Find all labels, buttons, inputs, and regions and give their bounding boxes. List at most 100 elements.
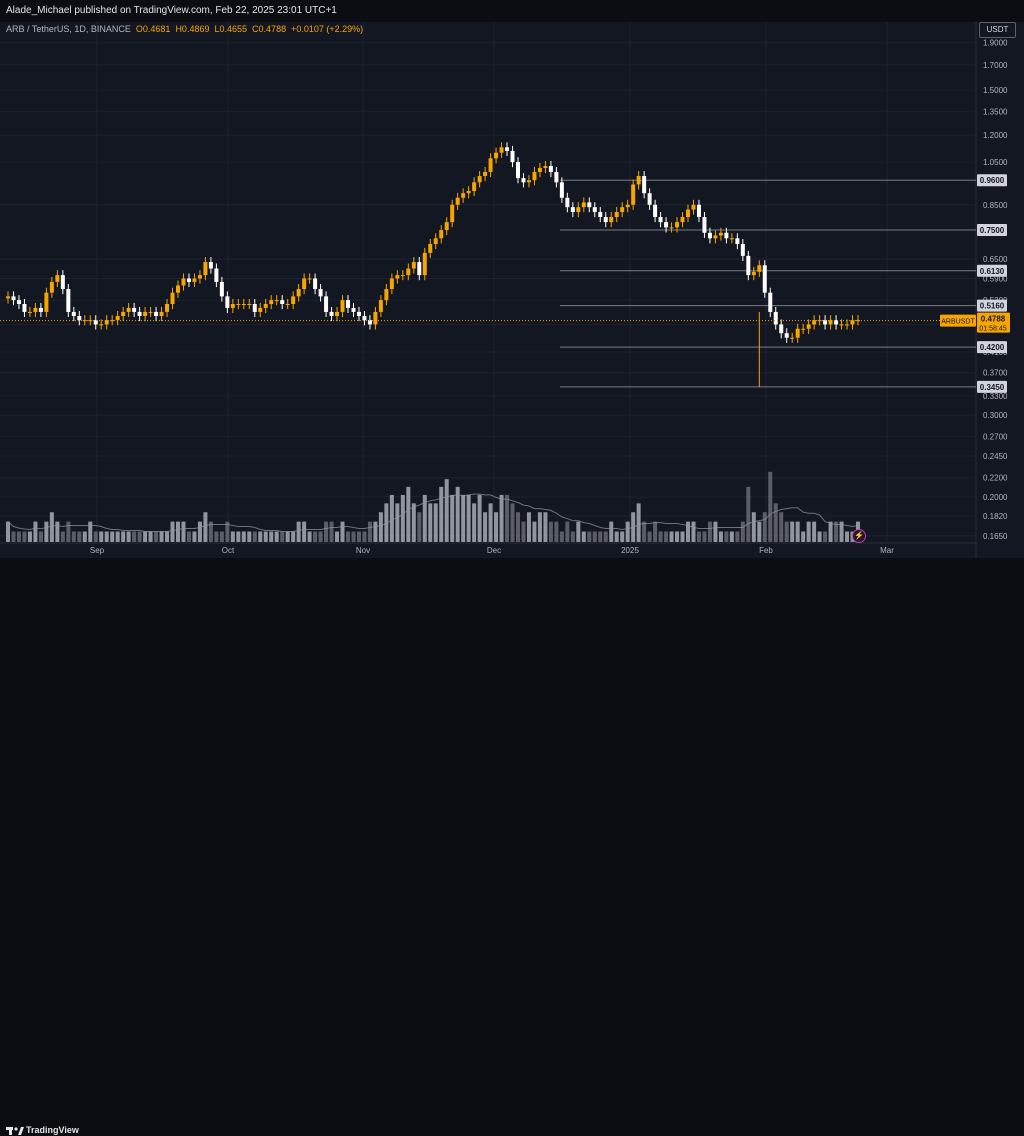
- candle-body: [176, 285, 180, 293]
- candle-body: [773, 311, 778, 325]
- volume-bar: [620, 531, 625, 542]
- candle-body: [422, 252, 427, 276]
- volume-bar: [746, 486, 751, 542]
- level-label: 0.5160: [980, 302, 1005, 311]
- candle-body: [110, 320, 115, 322]
- volume-bar: [154, 531, 159, 542]
- volume-bar: [362, 531, 367, 542]
- volume-bar: [82, 531, 87, 542]
- level-label: 0.7500: [980, 226, 1005, 235]
- candle-body: [581, 202, 586, 208]
- candle-body: [801, 328, 806, 330]
- volume-bar: [543, 512, 548, 542]
- volume-bar: [126, 531, 131, 542]
- candle-body: [746, 255, 751, 276]
- y-tick-label: 1.0500: [983, 158, 1008, 167]
- volume-bar: [559, 531, 564, 542]
- footer-bar: TradingView: [0, 560, 1024, 1135]
- candle-body: [603, 217, 608, 223]
- volume-bar: [587, 531, 592, 542]
- last-price-box: [977, 312, 1010, 333]
- currency-selector[interactable]: USDT: [979, 22, 1016, 38]
- volume-bar: [773, 503, 778, 542]
- volume-bar: [367, 521, 372, 542]
- volume-bar: [686, 521, 690, 542]
- volume-bar: [757, 521, 762, 542]
- volume-bar: [291, 531, 296, 542]
- candle-body: [450, 204, 455, 223]
- candle-body: [115, 316, 120, 321]
- candle-body: [724, 232, 729, 239]
- volume-bar: [455, 486, 460, 542]
- volume-ma-line: [7, 493, 859, 532]
- volume-bar: [823, 531, 828, 542]
- candle-body: [33, 307, 38, 312]
- low-value: L0.4655: [214, 24, 248, 34]
- candle-body: [16, 300, 21, 305]
- candle-body: [307, 278, 312, 280]
- candle-body: [93, 320, 98, 325]
- volume-bar: [280, 531, 285, 542]
- candle-body: [285, 304, 290, 306]
- candle-body: [576, 207, 581, 213]
- lightning-icon[interactable]: ⚡: [852, 529, 866, 543]
- volume-bar: [839, 521, 844, 542]
- volume-bar: [60, 531, 65, 542]
- volume-bar: [38, 531, 43, 542]
- volume-bar: [346, 531, 350, 542]
- volume-bar: [570, 531, 575, 542]
- x-tick-label: Nov: [356, 546, 370, 555]
- candle-body: [554, 171, 559, 183]
- candle-body: [329, 311, 334, 317]
- x-tick-label: Mar: [880, 546, 894, 555]
- candle-body: [532, 171, 537, 181]
- candle-body: [346, 300, 350, 308]
- volume-bar: [93, 531, 98, 542]
- volume-bar: [603, 531, 608, 542]
- volume-bar: [197, 521, 202, 542]
- volume-bar: [625, 521, 630, 542]
- candle-body: [631, 184, 636, 205]
- volume-bar: [22, 531, 27, 542]
- volume-bar: [779, 512, 784, 542]
- candle-body: [472, 182, 477, 192]
- candle-body: [400, 275, 405, 277]
- volume-bar: [472, 503, 477, 542]
- volume-bar: [680, 531, 685, 542]
- volume-bar: [170, 521, 175, 542]
- volume-bar: [296, 521, 301, 542]
- candle-body: [22, 304, 27, 312]
- candle-body: [38, 307, 43, 312]
- candle-body: [548, 165, 553, 172]
- price-chart[interactable]: 1.9000 1.7000 1.5000 1.3500 1.2000 1.0500 0.85…: [0, 22, 1024, 558]
- volume-bar: [406, 486, 411, 542]
- volume-bar: [691, 521, 696, 542]
- y-tick-label: 1.5000: [983, 86, 1008, 95]
- candle-body: [406, 268, 411, 276]
- candle-body: [148, 311, 153, 313]
- volume-bar: [439, 486, 444, 542]
- symbol-name: ARB / TetherUS, 1D, BINANCE: [6, 24, 131, 34]
- volume-bar: [417, 512, 422, 542]
- volume-bar: [203, 512, 208, 542]
- candle-body: [318, 289, 323, 297]
- volume-bar: [609, 521, 614, 542]
- level-label-box: [977, 341, 1007, 354]
- volume-bar: [647, 531, 652, 542]
- candle-body: [340, 300, 345, 312]
- candle-body: [680, 217, 685, 223]
- volume-bar: [274, 531, 279, 542]
- candle-body: [291, 296, 296, 305]
- y-tick-label: 1.3500: [983, 107, 1008, 116]
- candle-body: [159, 311, 164, 317]
- volume-bar: [121, 531, 126, 542]
- volume-bar: [488, 503, 493, 542]
- volume-bar: [817, 531, 822, 542]
- volume-bar: [735, 531, 740, 542]
- volume-bar: [526, 512, 531, 542]
- candle-body: [461, 193, 466, 198]
- candle-body: [505, 147, 510, 151]
- candle-body: [510, 150, 515, 163]
- candle-body: [790, 337, 795, 339]
- volume-bar: [11, 531, 16, 542]
